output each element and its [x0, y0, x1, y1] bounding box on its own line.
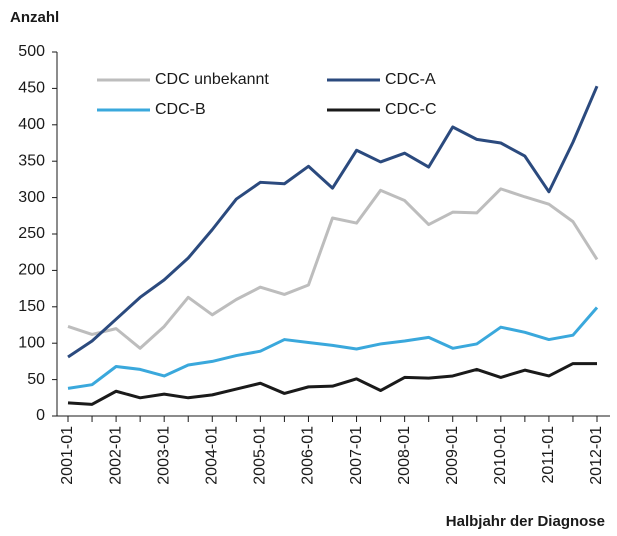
- x-tick-label: 2010-01: [492, 426, 509, 485]
- legend-label: CDC unbekannt: [155, 71, 269, 88]
- x-tick-label: 2004-01: [203, 426, 220, 485]
- x-tick-label: 2005-01: [252, 426, 269, 485]
- series-line: [67, 85, 599, 359]
- y-tick-label: 450: [18, 80, 45, 97]
- x-tick-label: 2003-01: [155, 426, 172, 485]
- y-tick-label: 300: [18, 189, 45, 206]
- y-tick-label: 500: [18, 43, 45, 60]
- y-tick-label: 50: [27, 371, 45, 388]
- legend-label: CDC-A: [385, 71, 436, 88]
- y-axis-title: Anzahl: [10, 9, 59, 26]
- x-tick-label: 2012-01: [588, 426, 605, 485]
- y-tick-label: 400: [18, 116, 45, 133]
- x-tick-label: 2001-01: [59, 426, 76, 485]
- legend-label: CDC-B: [155, 101, 206, 118]
- y-tick-label: 200: [18, 262, 45, 279]
- x-tick-label: 2009-01: [444, 426, 461, 485]
- y-tick-label: 100: [18, 334, 45, 351]
- y-tick-label: 0: [36, 407, 45, 424]
- y-tick-label: 250: [18, 225, 45, 242]
- series-line: [67, 306, 599, 390]
- series-line: [67, 362, 597, 406]
- legend-label: CDC-C: [385, 101, 437, 118]
- x-tick-label: 2002-01: [107, 426, 124, 485]
- x-tick-label: 2006-01: [300, 426, 317, 485]
- x-axis-title: Halbjahr der Diagnose: [446, 513, 605, 530]
- y-tick-label: 150: [18, 298, 45, 315]
- x-tick-label: 2008-01: [396, 426, 413, 485]
- x-tick-label: 2007-01: [348, 426, 365, 485]
- series-line: [67, 187, 599, 350]
- y-tick-label: 350: [18, 152, 45, 169]
- x-tick-label: 2011-01: [540, 426, 557, 484]
